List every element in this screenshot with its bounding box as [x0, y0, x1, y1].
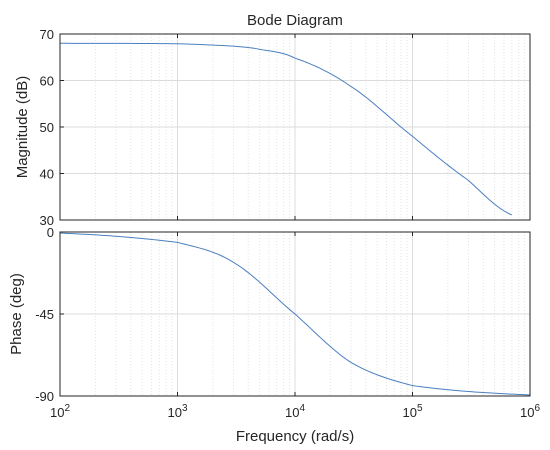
magnitude-y-ticks: 70 60 50 40 30: [40, 27, 531, 228]
magnitude-y-tick-label: 30: [40, 213, 54, 228]
magnitude-y-tick-label: 50: [40, 120, 54, 135]
x-tick-exponent: 6: [534, 403, 540, 414]
phase-series-line: [59, 232, 531, 396]
x-axis-label: Frequency (rad/s): [236, 428, 354, 445]
x-tick-exponent: 3: [182, 403, 188, 414]
phase-y-tick-label: -45: [35, 307, 54, 322]
magnitude-series: [60, 42, 512, 216]
x-tick-exponent: 5: [417, 403, 423, 414]
magnitude-y-axis-label: Magnitude (dB): [14, 76, 31, 179]
x-tick-label: 102: [50, 403, 70, 420]
x-tick-base: 10: [520, 405, 534, 420]
x-tick-base: 10: [402, 405, 416, 420]
magnitude-series-line: [60, 42, 512, 216]
phase-y-ticks: 0 -45 -90: [35, 225, 531, 404]
x-tick-base: 10: [167, 405, 181, 420]
x-tick-label: 105: [402, 403, 422, 420]
phase-y-tick-label: 0: [47, 225, 54, 240]
magnitude-y-tick-label: 70: [40, 27, 54, 42]
magnitude-y-tick-label: 60: [40, 74, 54, 89]
x-tick-base: 10: [285, 405, 299, 420]
magnitude-y-tick-label: 40: [40, 167, 54, 182]
x-tick-label: 104: [285, 403, 305, 420]
phase-y-tick-label: -90: [35, 389, 54, 404]
x-tick-exponent: 2: [64, 403, 70, 414]
x-tick-label: 103: [167, 403, 187, 420]
phase-series: [59, 232, 531, 396]
magnitude-grid: [60, 34, 530, 220]
x-tick-labels: 102 103 104 105 106: [50, 403, 540, 420]
x-tick-exponent: 4: [299, 403, 305, 414]
phase-y-axis-label: Phase (deg): [8, 273, 25, 355]
phase-panel: 0 -45 -90 Phase (deg): [8, 225, 531, 404]
magnitude-panel: 70 60 50 40 30 Magnitude (dB): [14, 27, 531, 228]
chart-title: Bode Diagram: [247, 12, 343, 29]
x-tick-label: 106: [520, 403, 540, 420]
x-tick-base: 10: [50, 405, 64, 420]
